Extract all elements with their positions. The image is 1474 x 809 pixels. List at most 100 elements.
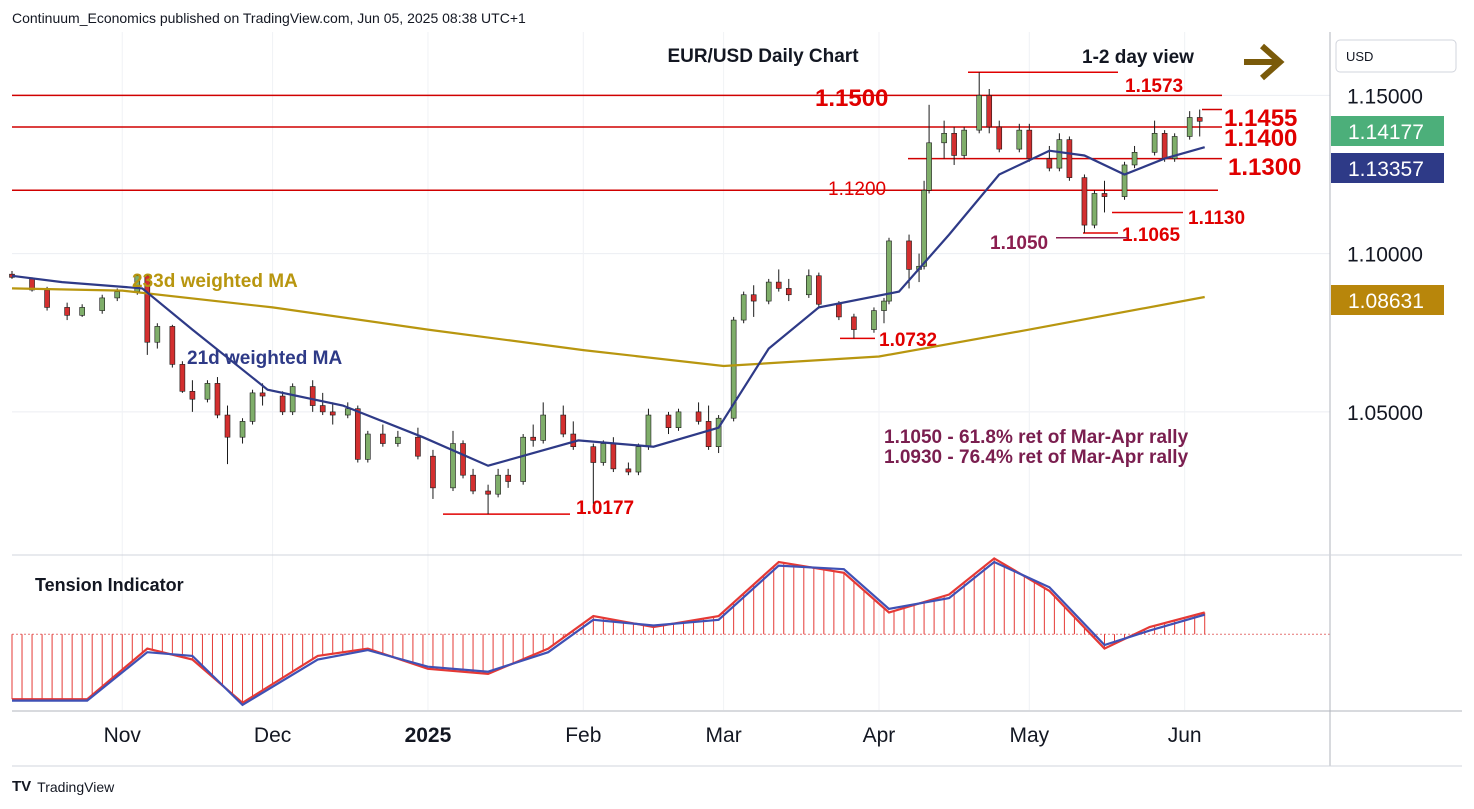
candle-body [79,307,85,316]
candle[interactable] [775,269,782,292]
candle[interactable] [279,391,286,416]
candle[interactable] [951,126,957,165]
footer-brand[interactable]: TradingView [37,778,115,795]
candle[interactable] [64,302,70,321]
candle[interactable] [319,392,326,416]
candle[interactable] [460,440,466,479]
candle-body [1081,177,1088,226]
candle[interactable] [635,443,642,476]
x-tick-label: 2025 [405,724,452,747]
candle[interactable] [329,402,336,425]
candle-body [871,310,877,330]
candle[interactable] [309,380,316,412]
candle[interactable] [675,408,682,431]
candle[interactable] [816,272,822,308]
candle[interactable] [179,361,186,393]
candle-body [344,408,351,416]
candle[interactable] [560,405,567,438]
candle[interactable] [625,462,632,476]
price-badge-bg [1331,116,1444,146]
candle[interactable] [1121,161,1128,200]
candle[interactable] [851,313,857,339]
candle[interactable] [871,307,877,333]
candle[interactable] [450,430,456,492]
currency-button[interactable]: USD [1335,39,1457,73]
candle[interactable] [430,449,436,499]
candle[interactable] [1171,133,1178,162]
candle[interactable] [289,383,296,416]
candle[interactable] [806,269,812,298]
candle[interactable] [1196,109,1203,137]
candle-body [600,443,607,463]
axes: 1.15000 1.10000 1.05000 Nov Dec 2025 Feb Mar Apr… [12,32,1462,767]
candle[interactable] [695,402,702,425]
candle-body [635,446,642,473]
candle[interactable] [1091,190,1098,229]
candle[interactable] [590,443,597,504]
candle[interactable] [961,126,967,159]
candle[interactable] [470,468,476,495]
candle[interactable] [365,430,371,463]
y-tick-label: 1.05000 [1347,402,1423,425]
candle[interactable] [214,377,221,419]
candle[interactable] [485,484,491,515]
candle[interactable] [239,418,246,444]
candle[interactable] [380,424,386,447]
candle[interactable] [765,278,772,305]
candle[interactable] [344,402,351,419]
annotation-label: 1.1050 [990,233,1048,254]
candle[interactable] [224,405,231,465]
candle[interactable] [941,120,947,159]
candle[interactable] [505,468,511,488]
candle[interactable] [99,294,106,314]
candle-body [1056,139,1063,169]
candle-body [214,383,221,416]
candle[interactable] [1101,180,1108,213]
level-label: 1.1500 [815,85,888,112]
x-tick-label: Mar [706,724,742,747]
candle[interactable] [600,440,607,466]
candle-body [169,326,176,365]
candle[interactable] [530,424,536,447]
candle[interactable] [1151,120,1158,156]
candle[interactable] [1066,136,1073,181]
candle[interactable] [540,402,547,444]
candle[interactable] [750,285,757,317]
candle[interactable] [570,421,577,450]
candle[interactable] [996,120,1003,153]
candle[interactable] [520,434,526,485]
candle[interactable] [740,291,747,324]
candle[interactable] [495,468,501,498]
candle[interactable] [79,304,85,317]
candle[interactable] [705,405,712,450]
candle[interactable] [144,274,151,355]
candle[interactable] [169,324,176,368]
candle[interactable] [189,380,196,412]
candle[interactable] [1131,145,1138,169]
candle[interactable] [415,427,421,460]
candle[interactable] [1081,174,1088,234]
candle[interactable] [921,180,927,270]
candle[interactable] [1186,111,1193,140]
candle[interactable] [249,389,256,425]
candle[interactable] [976,72,983,134]
candle[interactable] [154,323,161,349]
candle[interactable] [665,411,672,435]
candle[interactable] [395,430,401,447]
candle[interactable] [785,278,792,302]
candle-body [329,411,336,416]
candle[interactable] [715,415,722,454]
candle[interactable] [881,297,887,324]
candle[interactable] [1026,123,1033,162]
candle[interactable] [354,405,361,463]
candle[interactable] [44,286,50,311]
candle-body [1161,133,1168,159]
candle[interactable] [1016,123,1023,153]
candle[interactable] [926,104,932,194]
candle[interactable] [204,380,211,403]
candle[interactable] [986,88,993,134]
candle-body [530,436,536,441]
x-tick-label: Nov [104,724,142,747]
candle[interactable] [645,408,652,450]
